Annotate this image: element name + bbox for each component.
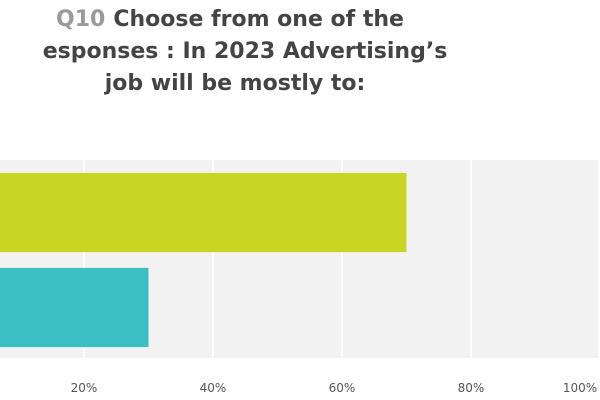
title-line: esponses : In 2023 Advertising’s bbox=[43, 39, 448, 64]
x-tick-label: 20% bbox=[71, 381, 98, 395]
x-tick-label: 80% bbox=[458, 381, 485, 395]
title-label: Q10 bbox=[56, 7, 105, 32]
x-tick-label: 60% bbox=[329, 381, 356, 395]
x-tick-label: 40% bbox=[200, 381, 227, 395]
title-line: job will be mostly to: bbox=[104, 71, 366, 96]
title-line: Choose from one of the bbox=[113, 7, 404, 32]
bar bbox=[0, 172, 407, 253]
chart-title: Q10 Choose from one of the bbox=[56, 7, 404, 32]
x-tick-label: 100% bbox=[563, 381, 597, 395]
bar bbox=[0, 267, 149, 348]
